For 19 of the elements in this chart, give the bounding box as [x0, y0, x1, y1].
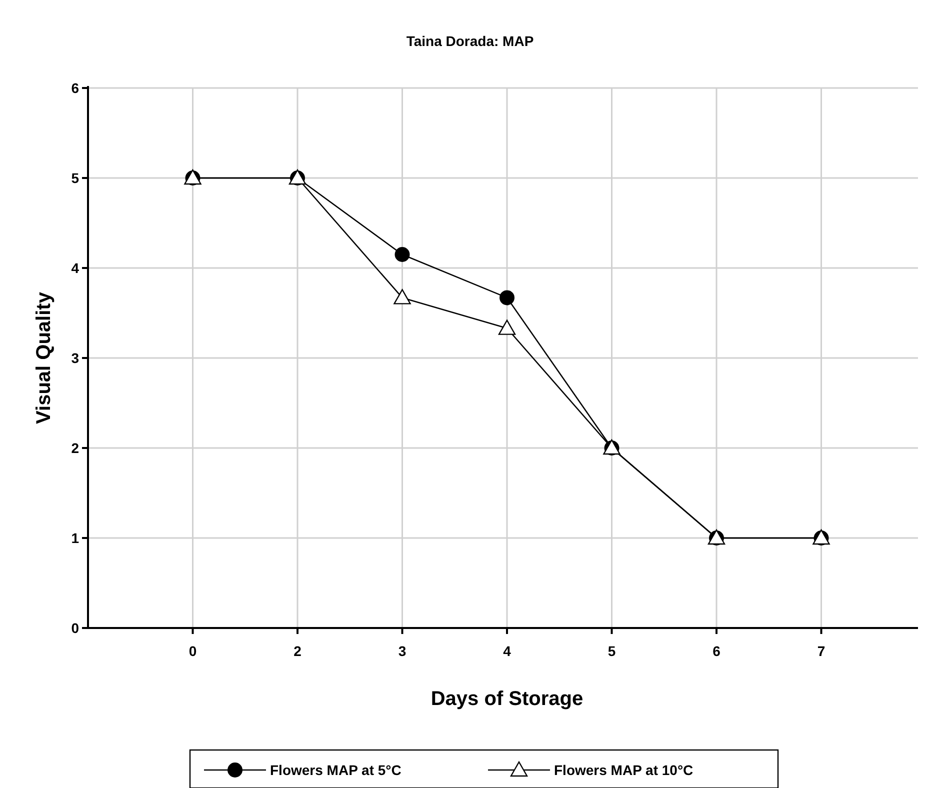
y-tick-label: 0 [71, 620, 80, 636]
x-tick-label: 2 [294, 643, 302, 659]
y-tick-label: 4 [71, 260, 80, 276]
y-axis-title: Visual Quality [33, 291, 55, 424]
x-tick-label: 7 [817, 643, 826, 659]
y-tick-label: 6 [71, 80, 80, 96]
legend-label: Flowers MAP at 5°C [270, 762, 402, 778]
x-tick-label: 3 [398, 643, 406, 659]
x-tick-label: 6 [712, 643, 721, 659]
x-tick-label: 4 [503, 643, 512, 659]
y-tick-label: 5 [71, 170, 80, 186]
chart-title: Taina Dorada: MAP [406, 33, 534, 49]
x-tick-label: 5 [608, 643, 616, 659]
y-tick-label: 2 [71, 440, 80, 456]
y-tick-label: 3 [71, 350, 80, 366]
x-axis-title: Days of Storage [430, 688, 584, 710]
x-tick-label: 0 [188, 643, 197, 659]
y-tick-label: 1 [71, 530, 80, 546]
legend-label: Flowers MAP at 10°C [554, 762, 694, 778]
